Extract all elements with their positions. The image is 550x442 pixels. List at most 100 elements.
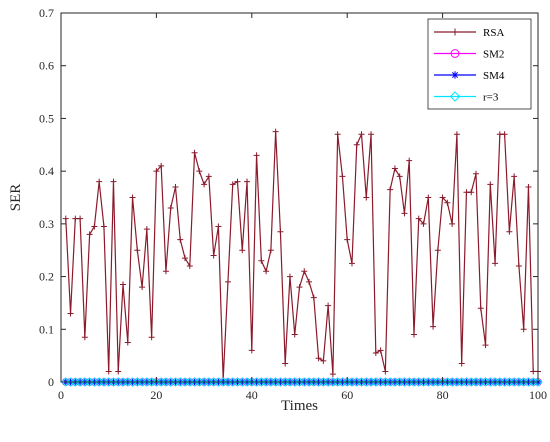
x-tick-label: 60 xyxy=(341,388,353,402)
x-tick-label: 40 xyxy=(246,388,258,402)
data-point-rsa xyxy=(191,149,198,156)
data-point-rsa xyxy=(267,247,274,254)
data-point-rsa xyxy=(234,178,241,185)
y-tick-label: 0.5 xyxy=(39,111,54,125)
data-point-rsa xyxy=(182,255,189,262)
data-point-rsa xyxy=(434,247,441,254)
data-point-rsa xyxy=(172,183,179,190)
legend-marker-rsa xyxy=(451,28,459,36)
data-point-rsa xyxy=(520,326,527,333)
y-tick-label: 0.2 xyxy=(39,270,54,284)
legend-marker-r-3 xyxy=(449,91,461,102)
data-point-rsa xyxy=(344,236,351,243)
data-point-rsa xyxy=(415,215,422,222)
data-point-rsa xyxy=(453,131,460,138)
y-tick-label: 0 xyxy=(48,375,54,389)
data-point-rsa xyxy=(224,278,231,285)
data-point-rsa xyxy=(296,284,303,291)
data-point-rsa xyxy=(458,360,465,367)
data-point-rsa xyxy=(177,236,184,243)
legend-label-sm4: SM4 xyxy=(483,70,505,82)
data-point-rsa xyxy=(143,226,150,233)
data-point-r-3 xyxy=(533,377,543,387)
data-point-rsa xyxy=(348,260,355,267)
data-point-rsa xyxy=(515,263,522,270)
y-tick-label: 0.4 xyxy=(39,164,54,178)
data-point-rsa xyxy=(310,294,317,301)
data-point-rsa xyxy=(129,194,136,201)
data-point-rsa xyxy=(472,170,479,177)
data-point-rsa xyxy=(91,223,98,230)
data-point-rsa xyxy=(244,178,251,185)
data-point-rsa xyxy=(62,215,69,222)
data-point-rsa xyxy=(391,165,398,172)
data-point-rsa xyxy=(329,371,336,378)
data-point-rsa xyxy=(306,278,313,285)
data-point-rsa xyxy=(162,268,169,275)
x-axis-title: Times xyxy=(281,398,318,414)
series-rsa xyxy=(62,128,541,383)
data-point-rsa xyxy=(67,310,74,317)
data-point-rsa xyxy=(363,194,370,201)
data-point-rsa xyxy=(239,247,246,254)
data-point-rsa xyxy=(272,128,279,135)
legend-box xyxy=(427,18,532,110)
data-point-rsa xyxy=(492,260,499,267)
data-point-rsa xyxy=(215,223,222,230)
data-point-rsa xyxy=(406,157,413,164)
data-point-rsa xyxy=(501,131,508,138)
data-point-rsa xyxy=(368,131,375,138)
data-point-rsa xyxy=(282,360,289,367)
data-point-rsa xyxy=(167,205,174,212)
y-tick-label: 0.7 xyxy=(39,6,54,20)
x-tick-label: 80 xyxy=(437,388,449,402)
data-point-rsa xyxy=(315,355,322,362)
legend-label-sm2: SM2 xyxy=(483,49,504,61)
data-point-rsa xyxy=(139,284,146,291)
data-point-rsa xyxy=(158,162,165,169)
y-tick-label: 0.3 xyxy=(39,217,54,231)
axis-ticks: 0 20 40 60 80 100 0 0.1 0.2 0.3 0.4 0.5 0.6 0.7 xyxy=(39,6,547,402)
data-point-rsa xyxy=(258,257,265,264)
x-tick-label: 20 xyxy=(150,388,162,402)
x-tick-label: 100 xyxy=(529,388,547,402)
data-point-rsa xyxy=(334,131,341,138)
legend-label-r-3: r=3 xyxy=(483,92,499,104)
data-point-rsa xyxy=(100,223,107,230)
y-tick-label: 0.6 xyxy=(39,59,54,73)
data-point-rsa xyxy=(320,357,327,364)
data-point-rsa xyxy=(115,368,122,375)
data-point-rsa xyxy=(77,215,84,222)
data-point-rsa xyxy=(96,178,103,185)
data-point-rsa xyxy=(449,220,456,227)
data-point-rsa xyxy=(120,281,127,288)
data-point-rsa xyxy=(425,194,432,201)
data-point-rsa xyxy=(201,181,208,188)
data-point-rsa xyxy=(248,347,255,354)
data-point-rsa xyxy=(506,228,513,235)
legend-label-rsa: RSA xyxy=(483,27,504,39)
data-point-rsa xyxy=(325,302,332,309)
data-point-rsa xyxy=(511,173,518,180)
data-point-rsa xyxy=(468,189,475,196)
legend-marker-sm4 xyxy=(451,71,459,79)
data-point-rsa xyxy=(210,252,217,259)
data-point-rsa xyxy=(124,339,131,346)
data-point-rsa xyxy=(263,268,270,275)
data-point-rsa xyxy=(339,173,346,180)
data-point-rsa xyxy=(487,181,494,188)
data-point-rsa xyxy=(286,273,293,280)
data-point-rsa xyxy=(401,210,408,217)
data-point-rsa xyxy=(134,247,141,254)
data-point-rsa xyxy=(105,368,112,375)
data-point-rsa xyxy=(229,181,236,188)
data-point-rsa xyxy=(110,178,117,185)
data-point-rsa xyxy=(153,168,160,175)
y-axis-title: SER xyxy=(8,184,24,212)
data-point-rsa xyxy=(86,231,93,238)
data-point-rsa xyxy=(148,334,155,341)
data-point-rsa xyxy=(420,220,427,227)
legend: RSA SM2 SM4 r=3 xyxy=(427,18,532,110)
data-point-rsa xyxy=(439,194,446,201)
